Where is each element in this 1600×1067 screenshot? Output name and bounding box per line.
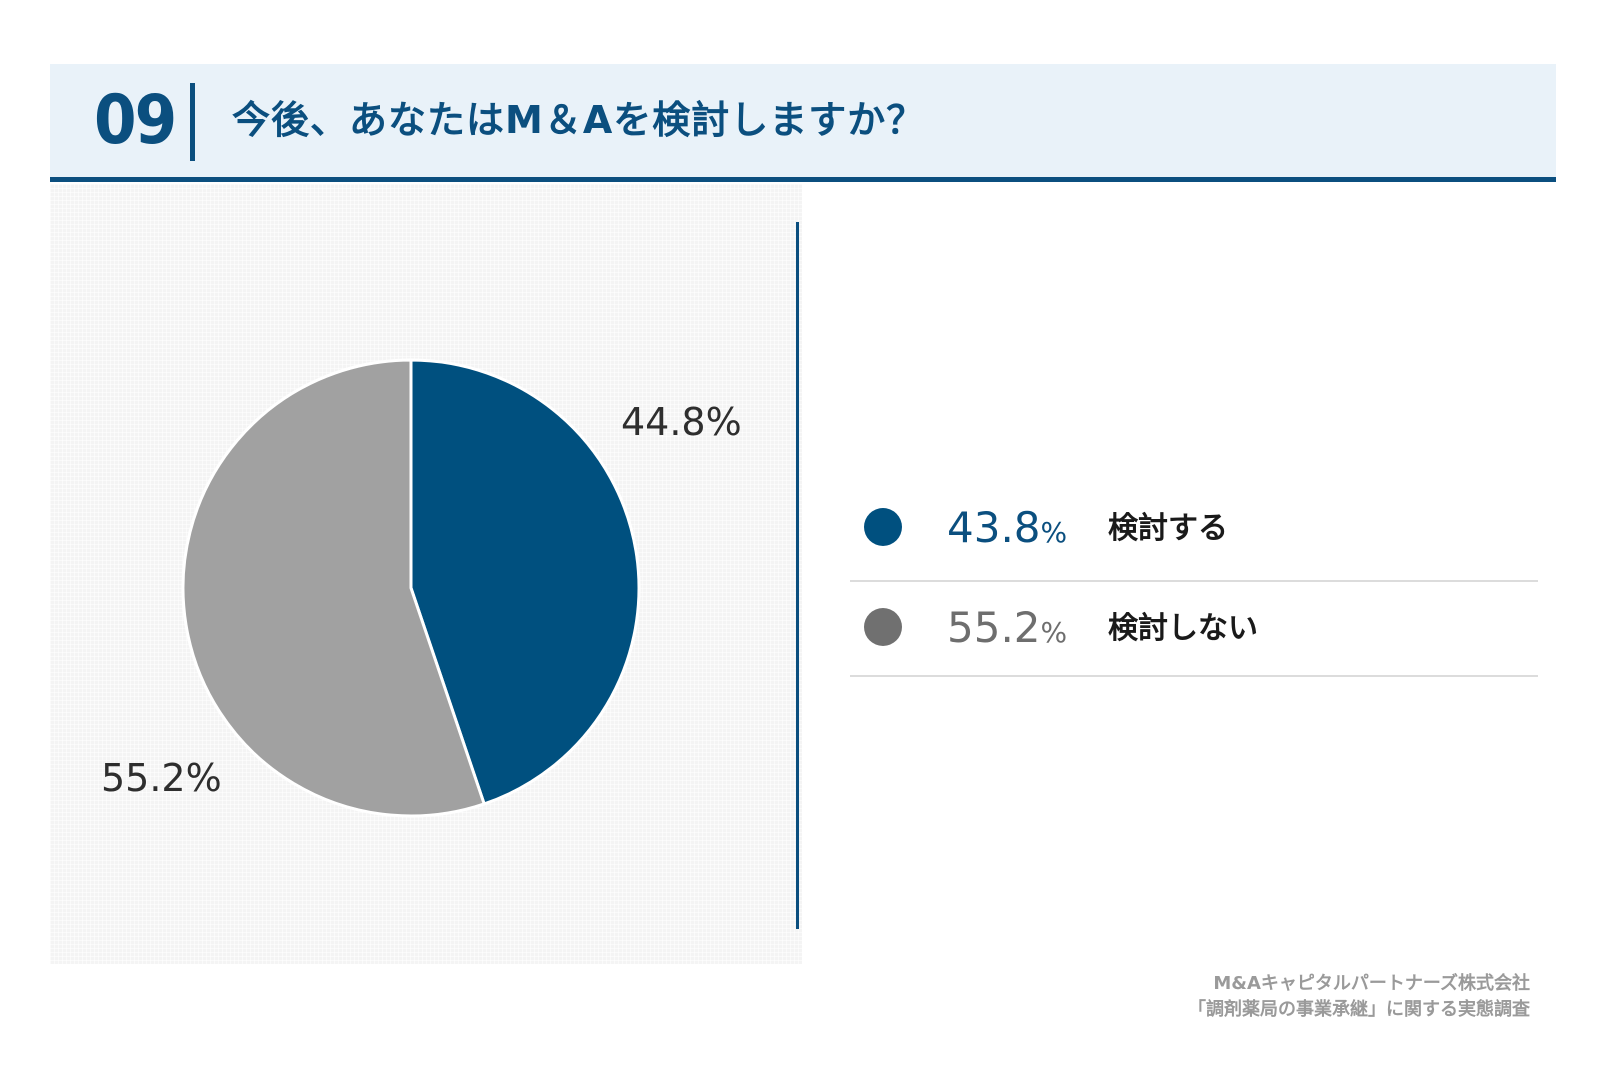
legend-label-not-consider: 検討しない <box>1108 611 1258 646</box>
source-company: M&Aキャピタルパートナーズ株式会社 <box>1213 973 1530 994</box>
pie-slice-not-consider <box>181 358 486 818</box>
legend-label-consider: 検討する <box>1108 511 1228 546</box>
header-underline <box>50 177 1556 182</box>
source-survey: 「調剤薬局の事業承継」に関する実態調査 <box>1188 999 1530 1020</box>
pie-slice-consider <box>409 358 641 806</box>
slice-label-not-consider: 55.2% <box>101 756 222 800</box>
question-number: 09 <box>94 81 177 160</box>
header-divider <box>190 83 195 161</box>
pie-chart <box>181 358 641 818</box>
slice-label-consider: 44.8% <box>621 400 742 444</box>
legend-item-consider: 43.8% 検討する <box>850 488 1538 568</box>
legend-value-consider: 43.8% <box>947 503 1068 552</box>
legend-dot-not-consider <box>864 608 902 646</box>
legend-item-not-consider: 55.2% 検討しない <box>850 588 1538 668</box>
legend-value-not-consider: 55.2% <box>947 603 1068 652</box>
legend-separator <box>850 580 1538 582</box>
chart-panel: 44.8% 55.2% <box>50 184 802 964</box>
question-title: 今後、あなたはM＆Aを検討しますか？ <box>232 98 926 142</box>
question-header <box>50 64 1556 177</box>
legend-dot-consider <box>864 508 902 546</box>
vertical-divider <box>796 222 799 929</box>
legend-separator <box>850 675 1538 677</box>
